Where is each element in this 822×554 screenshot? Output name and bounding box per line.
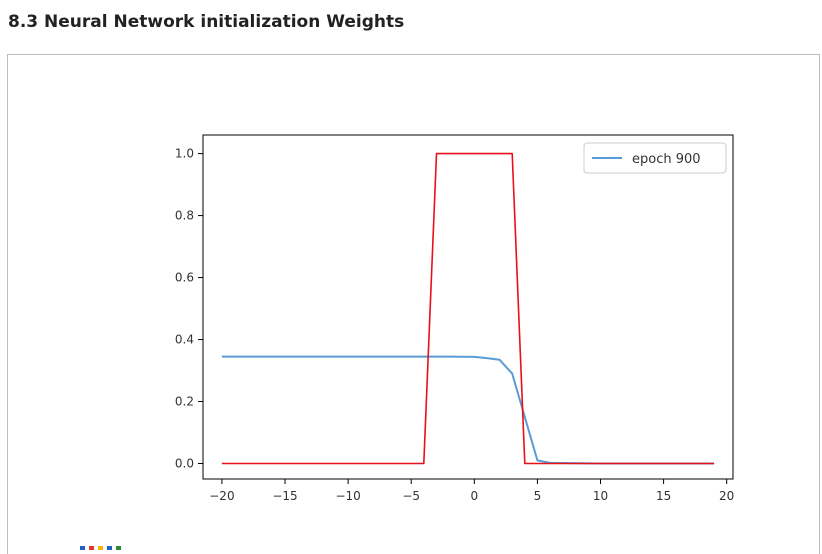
x-tick-label: −10: [335, 489, 360, 503]
y-tick-label: 1.0: [175, 147, 194, 161]
x-tick-label: −20: [209, 489, 234, 503]
chart-marks: [221, 152, 715, 465]
logo-mark: [80, 535, 130, 550]
y-tick-label: 0.0: [175, 457, 194, 471]
logo-dot-1: [80, 546, 85, 550]
legend-box: [583, 142, 727, 174]
x-axis-ticks: −20 −15 −10 −5 0 5 10 15 20: [209, 479, 734, 503]
x-tick-label: 0: [470, 489, 478, 503]
logo-dot-3: [98, 546, 103, 550]
y-tick-label: 0.8: [175, 209, 194, 223]
x-tick-label: −15: [272, 489, 297, 503]
y-tick-label: 0.2: [175, 395, 194, 409]
series-line-target: [221, 152, 715, 465]
legend-label: epoch 900: [632, 152, 701, 167]
line-chart: −20 −15 −10 −5 0 5 10 15 20 0.0 0.2 0.4 0.6 0.8 1.0 e…: [175, 134, 734, 503]
x-tick-label: 10: [593, 489, 608, 503]
logo-dot-2: [89, 546, 94, 550]
figure-frame: [7, 54, 820, 554]
y-tick-label: 0.6: [175, 271, 194, 285]
y-tick-label: 0.4: [175, 333, 194, 347]
axes-box: [202, 134, 734, 480]
logo-dot-5: [116, 546, 121, 550]
logo-dot-4: [107, 546, 112, 550]
x-tick-label: 20: [719, 489, 734, 503]
y-axis-ticks: 0.0 0.2 0.4 0.6 0.8 1.0: [175, 147, 203, 471]
x-tick-label: 15: [656, 489, 671, 503]
x-tick-label: 5: [534, 489, 542, 503]
legend: epoch 900: [583, 142, 727, 174]
series-line-epoch-900: [221, 355, 715, 465]
x-tick-label: −5: [402, 489, 420, 503]
page-title: 8.3 Neural Network initialization Weight…: [8, 12, 405, 32]
